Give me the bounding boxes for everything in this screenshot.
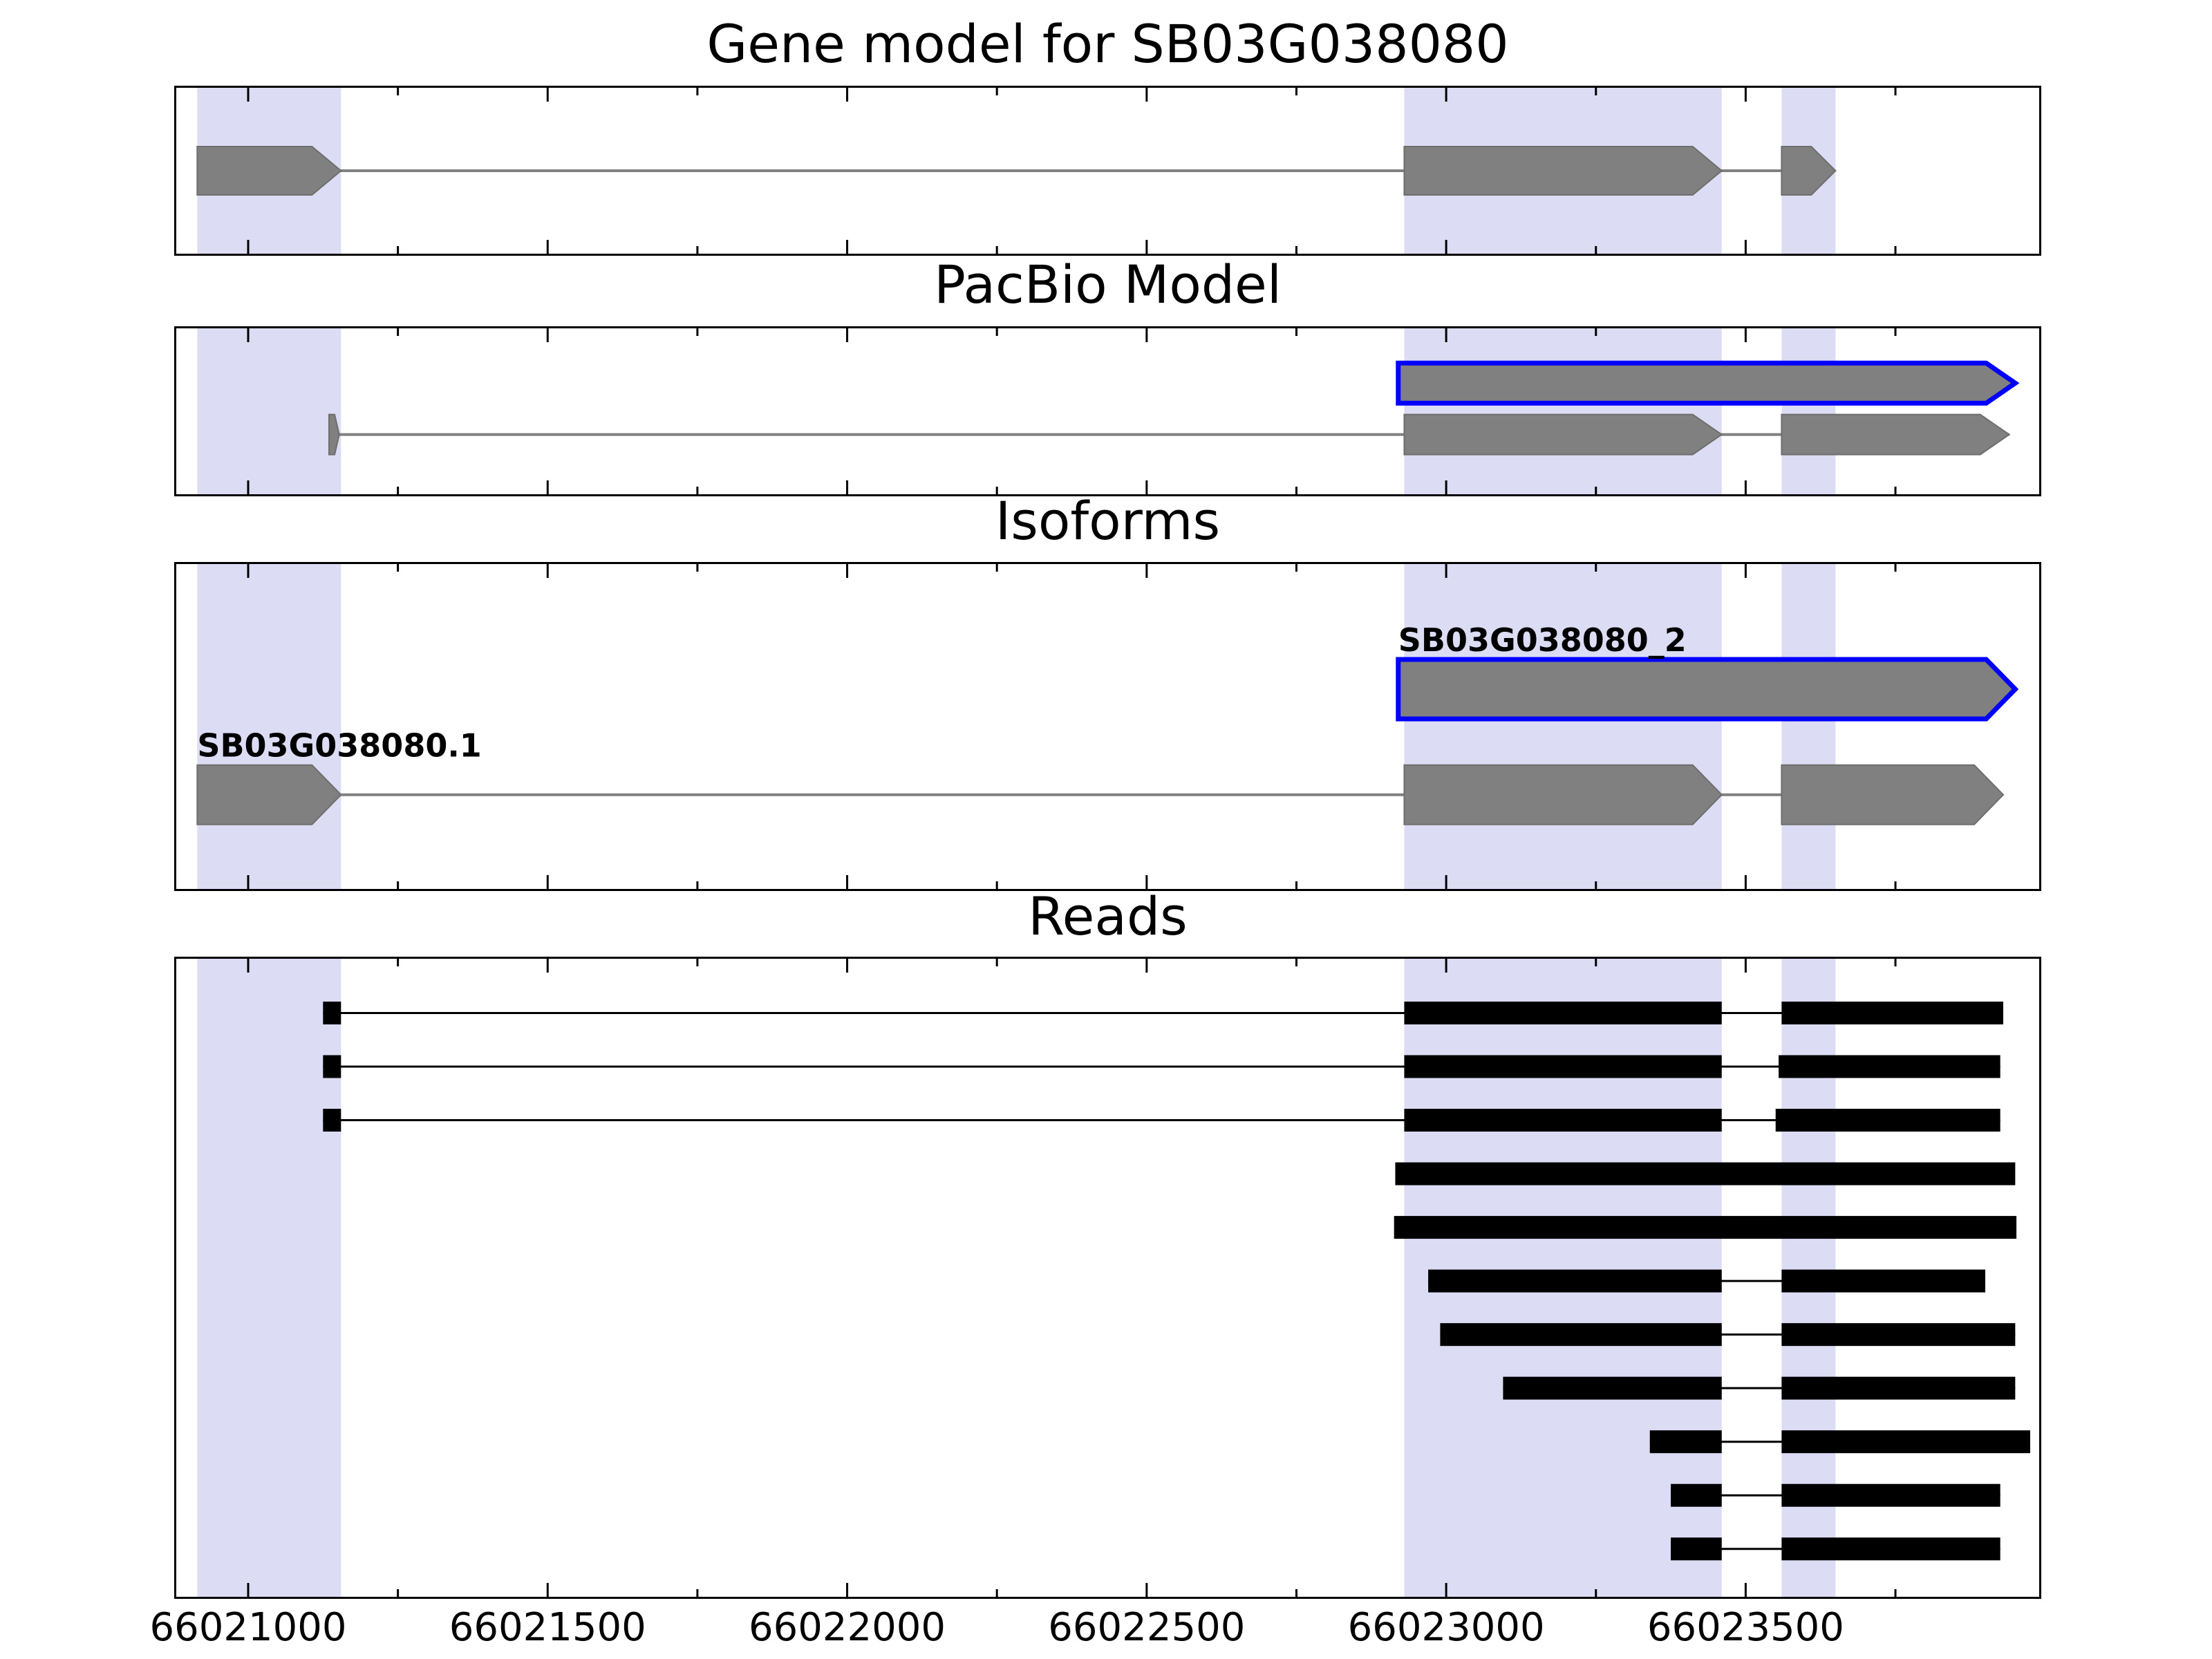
pacbio-isoform-exon	[1781, 413, 2011, 456]
read-2-exon	[323, 1055, 341, 1078]
isoform-sb03g038080-2: SB03G038080_2	[1396, 621, 2019, 722]
gene-model-transcript-exon	[1403, 146, 1723, 196]
highlight-band	[197, 959, 341, 1597]
read-5-exon	[1394, 1216, 2017, 1239]
highlight-band	[1781, 564, 1836, 889]
read-7	[1440, 1323, 2016, 1347]
read-10-exon	[1671, 1483, 1722, 1507]
highlight-band	[1404, 564, 1722, 889]
highlight-band	[197, 564, 341, 889]
pacbio-isoform-exon	[1403, 413, 1723, 456]
x-tick-label: 66023500	[1647, 1605, 1844, 1650]
panel-title-reads: Reads	[1028, 885, 1188, 947]
isoform-sb03g038080-1-exon	[1403, 764, 1723, 825]
isoforms-plot: SB03G038080_2 SB03G038080.1	[196, 564, 2019, 889]
read-11-exon	[1671, 1537, 1722, 1561]
isoforms-track-panel: SB03G038080_2 SB03G038080.1	[174, 562, 2041, 891]
pacbio-isoform-exon	[328, 413, 340, 456]
read-2-exon	[1404, 1055, 1722, 1078]
read-3-exon	[323, 1109, 341, 1132]
pacbio-isoform-selected	[1396, 360, 2020, 406]
isoform-sb03g038080-1-exon	[1781, 764, 2005, 825]
read-1-exon	[1404, 1001, 1722, 1024]
gene-model-transcript-exon	[196, 146, 342, 196]
gene-model-track-panel	[174, 86, 2041, 256]
x-tick-label: 66023000	[1347, 1605, 1545, 1650]
gene-model-transcript-exon	[1781, 146, 1837, 196]
isoform-sb03g038080-1: SB03G038080.1	[196, 727, 2005, 825]
read-2-exon	[1779, 1055, 2000, 1078]
read-8-exon	[1503, 1376, 1722, 1400]
read-5	[1394, 1216, 2017, 1239]
read-3-exon	[1404, 1109, 1722, 1132]
read-2	[323, 1055, 2000, 1078]
read-7-exon	[1440, 1323, 1722, 1347]
read-7-exon	[1781, 1323, 2016, 1347]
highlight-band	[1404, 328, 1722, 494]
read-1	[323, 1001, 2004, 1024]
read-4	[1395, 1162, 2016, 1185]
x-tick-label: 66022500	[1048, 1605, 1246, 1650]
read-6-exon	[1428, 1269, 1722, 1293]
read-6	[1428, 1269, 1986, 1293]
pacbio-isoform	[328, 413, 2011, 456]
read-11	[1671, 1537, 2000, 1561]
pacbio-isoform-selected-exon	[1396, 360, 2020, 406]
gene-model-plot	[196, 88, 1897, 254]
highlight-band	[1781, 328, 1836, 494]
panel-title-isoforms: Isoforms	[995, 490, 1221, 552]
highlight-band	[197, 328, 341, 494]
read-9-exon	[1649, 1430, 1722, 1454]
isoform-sb03g038080-2-exon	[1396, 657, 2019, 722]
read-3-exon	[1775, 1109, 2000, 1132]
panel-title-gene-model: Gene model for SB03G038080	[706, 13, 1509, 75]
read-1-exon	[1781, 1001, 2004, 1024]
read-8	[1503, 1376, 2016, 1400]
read-10	[1671, 1483, 2000, 1507]
isoform-sb03g038080-1-exon	[196, 764, 342, 825]
x-tick-label: 66021500	[449, 1605, 646, 1650]
read-4-exon	[1395, 1162, 2016, 1185]
read-3	[323, 1109, 2000, 1132]
pacbio-model-plot	[197, 328, 2020, 494]
read-9	[1649, 1430, 2031, 1454]
read-11-exon	[1781, 1537, 2000, 1561]
x-tick-label: 66021000	[149, 1605, 347, 1650]
read-10-exon	[1781, 1483, 2000, 1507]
reads-track-panel	[174, 957, 2041, 1599]
reads-plot	[197, 959, 2031, 1597]
pacbio-model-track-panel	[174, 326, 2041, 496]
panel-title-pacbio-model: PacBio Model	[934, 254, 1282, 315]
read-9-exon	[1781, 1430, 2031, 1454]
read-6-exon	[1781, 1269, 1986, 1293]
isoform-label: SB03G038080.1	[197, 727, 481, 765]
gene-model-transcript	[196, 146, 1837, 196]
read-1-exon	[323, 1001, 341, 1024]
x-tick-label: 66022000	[749, 1605, 946, 1650]
isoform-label: SB03G038080_2	[1398, 621, 1687, 659]
read-8-exon	[1781, 1376, 2016, 1400]
